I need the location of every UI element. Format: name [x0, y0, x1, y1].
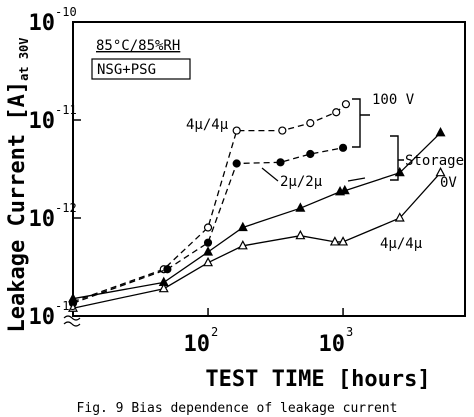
data-point	[232, 159, 241, 168]
x-tick-exponent: 3	[346, 325, 353, 339]
x-tick-label: 10	[184, 332, 211, 357]
data-point	[332, 108, 341, 117]
data-point	[278, 126, 287, 135]
condition: NSG+PSG	[97, 62, 156, 78]
condition-box	[91, 58, 191, 80]
y-tick-label: 10	[29, 109, 56, 134]
series-line	[72, 103, 347, 303]
y-tick-exponent: -11	[55, 103, 77, 117]
annotation: 4μ/4μ	[186, 117, 229, 133]
annotation: Storage	[405, 153, 464, 169]
y-tick-label: 10	[29, 305, 56, 330]
data-point	[329, 236, 340, 246]
annotation: 2μ/2μ	[280, 174, 323, 190]
y-tick-exponent: -13	[55, 299, 77, 313]
data-point	[394, 212, 405, 222]
annotation: 0V	[440, 175, 457, 191]
data-point	[435, 166, 446, 177]
data-point	[158, 282, 169, 293]
y-axis-label-main: Leakage Current [A]	[5, 81, 30, 333]
annotation: 4μ/4μ	[380, 236, 423, 252]
data-point	[237, 240, 248, 250]
data-point	[341, 100, 351, 109]
y-tick-label: 10	[29, 11, 56, 36]
bracket	[352, 98, 370, 148]
data-point	[163, 265, 172, 274]
data-point	[203, 256, 214, 267]
data-point	[68, 292, 78, 303]
data-point	[295, 202, 306, 212]
x-tick-label: 10	[319, 332, 346, 357]
annotation: 100 V	[372, 92, 415, 108]
data-point	[339, 184, 350, 195]
data-point	[338, 236, 349, 246]
series-line	[72, 132, 441, 300]
data-point	[306, 118, 315, 128]
x-tick-exponent: 2	[211, 325, 218, 339]
x-axis-label: TEST TIME [hours]	[205, 367, 430, 392]
data-point	[306, 149, 315, 159]
data-point	[68, 302, 78, 312]
data-point	[295, 229, 306, 240]
plot-area	[68, 100, 446, 312]
data-point	[232, 126, 241, 135]
caption: Fig. 9 Bias dependence of leakage curren…	[77, 401, 398, 416]
y-tick-label: 10	[29, 207, 56, 232]
arrow	[261, 167, 366, 182]
plot-frame	[72, 21, 466, 317]
bracket	[390, 135, 404, 181]
data-point	[276, 158, 285, 167]
data-point	[203, 238, 213, 247]
condition: 85°C/85%RH	[96, 38, 180, 54]
data-point	[338, 143, 348, 152]
y-tick-exponent: -12	[55, 201, 77, 215]
axis-break	[63, 315, 81, 327]
data-point	[435, 127, 446, 137]
y-axis-label: Leakage Current [A]at 30V	[5, 37, 31, 332]
y-axis-label-sub: at 30V	[17, 37, 31, 80]
y-tick-exponent: -10	[55, 5, 77, 19]
data-point	[237, 221, 248, 232]
data-point	[203, 223, 213, 232]
data-point	[203, 246, 214, 256]
